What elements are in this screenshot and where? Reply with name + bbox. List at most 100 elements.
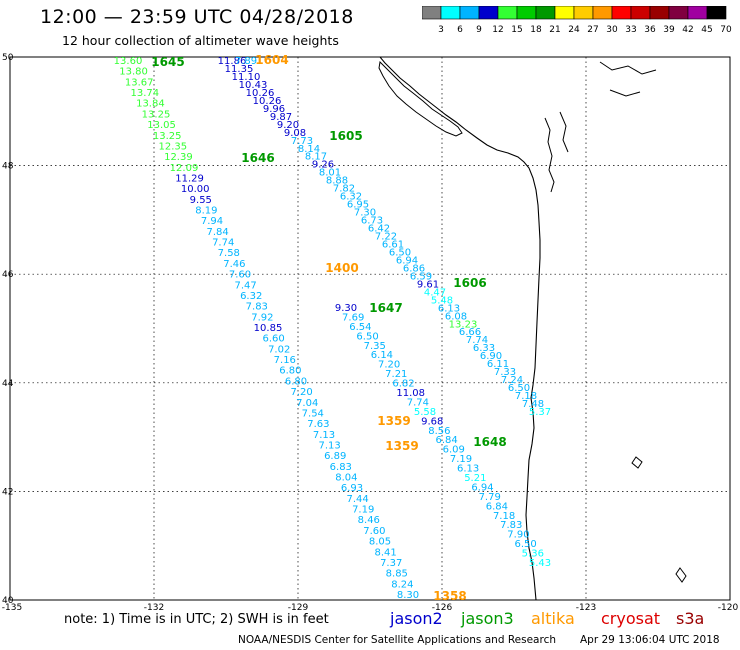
pass-time-label: 1400: [325, 261, 358, 275]
track3-swh-label: 5.43: [529, 558, 551, 569]
track1-swh-label: 13.80: [119, 67, 148, 78]
track3-swh-label: 7.90: [507, 530, 529, 541]
pass-time-label: 1645: [151, 55, 184, 69]
coastline: [379, 56, 541, 601]
track3-swh-label: 5.36: [522, 549, 544, 560]
page-subtitle: 12 hour collection of altimeter wave hei…: [62, 33, 339, 48]
track2-swh-label: 5.37: [529, 407, 551, 418]
track3-swh-label: 6.84: [486, 501, 508, 512]
track3-swh-label: 6.84: [435, 435, 457, 446]
track1-swh-label: 8.41: [374, 547, 396, 558]
track1-swh-label: 13.74: [130, 88, 159, 99]
lon-tick-label: -123: [576, 603, 596, 612]
track1-swh-label: 11.29: [175, 173, 204, 184]
track2-swh-label: 7.22: [375, 232, 397, 243]
pass-time-label: 1358: [433, 589, 466, 603]
track1-swh-label: 12.09: [170, 163, 199, 174]
colorbar-label: 9: [476, 25, 482, 35]
lat-tick-label: 50: [2, 53, 14, 63]
track1-swh-label: 7.63: [307, 419, 329, 430]
track1-swh-label: 7.44: [346, 494, 368, 505]
generated-timestamp: Apr 29 13:06:04 UTC 2018: [580, 634, 720, 646]
track2-swh-label: 7.82: [333, 184, 355, 195]
track1-swh-label: 13.25: [142, 109, 171, 120]
track2-swh-label: 7.33: [494, 367, 516, 378]
track2-swh-label: 11.86: [218, 56, 247, 67]
track1-swh-label: 8.04: [335, 473, 357, 484]
lat-tick-label: 40: [2, 596, 14, 606]
colorbar-label: 21: [549, 25, 560, 35]
track2-swh-label: 9.96: [263, 104, 285, 115]
track3-swh-label: 6.13: [457, 464, 479, 475]
track1-swh-label: 7.02: [268, 344, 290, 355]
track2-swh-label: 10.26: [246, 88, 275, 99]
track1-swh-label: 7.60: [229, 270, 251, 281]
track3-swh-label: 7.74: [407, 397, 429, 408]
colorbar-label: 18: [530, 25, 542, 35]
map-frame: [9, 56, 731, 601]
credit-line: NOAA/NESDIS Center for Satellite Applica…: [238, 634, 556, 646]
track2-swh-label: 7.74: [466, 335, 488, 346]
track1-swh-label: 13.67: [125, 77, 154, 88]
track3-swh-label: 6.50: [356, 331, 378, 342]
pass-time-label: 1646: [241, 151, 274, 165]
pass-time-label: 1606: [453, 276, 486, 290]
track2-swh-label: 9.20: [277, 120, 299, 131]
legend-jason3: jason3: [461, 609, 514, 628]
track2-swh-label: 6.86: [403, 263, 425, 274]
track2-swh-label: 8.88: [326, 176, 348, 187]
lon-tick-label: -135: [2, 603, 22, 612]
track2-swh-label: 6.13: [438, 303, 460, 314]
track1-swh-label: 13.05: [147, 120, 176, 131]
track2-swh-label: 6.59: [410, 271, 432, 282]
colorbar-label: 3: [438, 25, 444, 35]
lakes: [631, 456, 687, 583]
colorbar-label: 36: [644, 25, 656, 35]
lat-tick-label: 46: [2, 270, 14, 280]
track2-swh-label: 6.90: [480, 351, 502, 362]
track2-swh-label: 11.35: [225, 64, 254, 75]
track3-swh-label: 7.20: [378, 360, 400, 371]
colorbar-swatch: [706, 6, 727, 20]
lat-tick-label: 44: [2, 379, 14, 389]
track2-swh-label: 6.66: [459, 327, 481, 338]
track2-swh-label: 7.18: [515, 391, 537, 402]
track1-swh-label: 8.24: [391, 579, 413, 590]
track1-swh-label: 8.19: [195, 206, 217, 217]
lon-tick-label: -120: [718, 603, 739, 612]
pass-time-label: 1359: [385, 439, 418, 453]
track1-swh-label: 6.80: [285, 376, 307, 387]
track3-swh-label: 9.30: [335, 303, 357, 314]
lon-tick-label: -126: [432, 603, 453, 612]
track1-swh-label: 7.46: [223, 259, 245, 270]
colorbar-label: 30: [606, 25, 618, 35]
track2-swh-label: 10.43: [239, 80, 268, 91]
track1-swh-label: 7.83: [246, 302, 268, 313]
track1-swh-label: 8.05: [369, 537, 391, 548]
lat-tick-label: 42: [2, 487, 13, 497]
track2-swh-label: 6.50: [508, 383, 530, 394]
colorbar-label: 45: [701, 25, 712, 35]
track3-swh-label: 6.09: [443, 445, 465, 456]
track1-swh-label: 7.60: [363, 526, 385, 537]
track2-swh-label: 6.32: [340, 192, 362, 203]
track2-swh-label: 6.42: [368, 224, 390, 235]
track3-swh-label: 6.82: [392, 379, 414, 390]
track2-swh-label: 7.73: [291, 136, 313, 147]
track1-swh-label: 7.20: [290, 387, 312, 398]
track3-swh-label: 7.83: [500, 520, 522, 531]
track1-swh-label: 13.60: [114, 56, 143, 67]
pass-time-label: 1648: [473, 435, 506, 449]
track2-swh-label: 6.95: [347, 200, 369, 211]
track1-swh-label: 7.54: [302, 408, 324, 419]
colorbar-label: 12: [492, 25, 503, 35]
colorbar-label: 39: [663, 25, 675, 35]
track2-swh-label: 13.23: [449, 319, 478, 330]
track1-swh-label: 10.00: [181, 184, 210, 195]
lon-tick-label: -129: [288, 603, 309, 612]
track1-swh-label: 7.94: [201, 216, 223, 227]
track1-swh-label: 6.89: [324, 451, 346, 462]
track1-swh-label: 9.55: [190, 195, 212, 206]
lon-tick-label: -132: [144, 603, 164, 612]
